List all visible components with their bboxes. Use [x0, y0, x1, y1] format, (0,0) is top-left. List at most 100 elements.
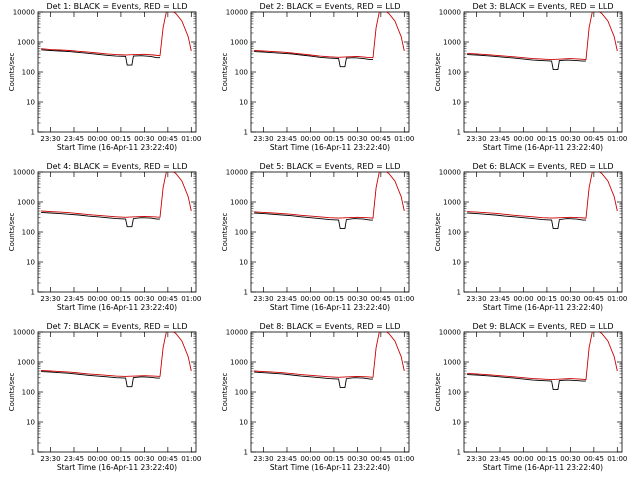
x-tick-label: 23:45: [64, 135, 84, 143]
y-tick-label: 10: [26, 259, 35, 267]
chart-title: Det 8: BLACK = Events, RED = LLD: [260, 322, 401, 331]
y-axis-label: Counts/sec: [8, 373, 16, 412]
x-tick-label: 01:00: [394, 295, 414, 303]
lld-series-line: [254, 172, 405, 219]
y-tick-label: 1000: [230, 199, 248, 207]
y-tick-label: 10000: [13, 169, 35, 177]
x-tick-label: 01:00: [181, 135, 201, 143]
x-tick-label: 23:45: [490, 135, 510, 143]
x-tick-label: 23:45: [490, 295, 510, 303]
y-tick-label: 100: [235, 389, 248, 397]
chart-panel-1: Det 1: BLACK = Events, RED = LLD 1 10 100 10…: [8, 2, 201, 152]
x-tick-label: 23:30: [253, 135, 273, 143]
chart-panel-9: Det 9: BLACK = Events, RED = LLD 1 10 100 10…: [434, 322, 627, 472]
plot-frame: [37, 331, 197, 453]
x-tick-label: 00:45: [158, 135, 178, 143]
x-tick-label: 23:45: [277, 455, 297, 463]
y-tick-label: 10: [26, 419, 35, 427]
x-tick-label: 01:00: [181, 295, 201, 303]
y-tick-label: 100: [448, 389, 461, 397]
x-tick-label: 00:15: [537, 455, 557, 463]
x-axis-label: Start Time (16-Apr-11 23:22:40): [57, 143, 177, 152]
x-tick-label: 23:30: [466, 295, 486, 303]
events-series-line: [254, 51, 373, 68]
x-tick-label: 00:00: [300, 455, 320, 463]
y-axis-label: Counts/sec: [434, 53, 442, 92]
y-tick-label: 1000: [17, 359, 35, 367]
x-tick-label: 00:00: [513, 455, 533, 463]
chart-title: Det 4: BLACK = Events, RED = LLD: [47, 162, 188, 171]
x-tick-label: 23:30: [253, 455, 273, 463]
y-axis-label: Counts/sec: [434, 213, 442, 252]
x-tick-label: 00:00: [87, 135, 107, 143]
chart-panel-8: Det 8: BLACK = Events, RED = LLD 1 10 100 10…: [221, 322, 414, 472]
y-tick-label: 1: [244, 129, 248, 137]
y-tick-label: 1: [457, 129, 461, 137]
plot-frame: [37, 11, 197, 133]
chart-panel-3: Det 3: BLACK = Events, RED = LLD 1 10 100 10…: [434, 2, 627, 152]
events-series-line: [41, 49, 160, 66]
y-tick-label: 10: [452, 419, 461, 427]
x-tick-label: 00:30: [560, 295, 580, 303]
lld-series-line: [41, 332, 192, 377]
y-tick-label: 100: [22, 229, 35, 237]
plot-frame: [250, 331, 410, 453]
chart-title: Det 1: BLACK = Events, RED = LLD: [47, 2, 188, 11]
lld-series-line: [467, 332, 618, 381]
x-tick-label: 01:00: [394, 135, 414, 143]
x-axis-label: Start Time (16-Apr-11 23:22:40): [57, 463, 177, 472]
lld-series-line: [41, 172, 192, 218]
x-tick-label: 00:15: [537, 135, 557, 143]
y-axis-label: Counts/sec: [221, 213, 229, 252]
y-tick-label: 1000: [230, 359, 248, 367]
chart-panel-7: Det 7: BLACK = Events, RED = LLD 1 10 100 10…: [8, 322, 201, 472]
x-tick-label: 00:15: [324, 135, 344, 143]
y-tick-label: 1: [457, 449, 461, 457]
chart-panel-2: Det 2: BLACK = Events, RED = LLD 1 10 100 10…: [221, 2, 414, 152]
y-axis-label: Counts/sec: [8, 213, 16, 252]
y-tick-label: 100: [235, 229, 248, 237]
y-tick-label: 1: [31, 289, 35, 297]
y-tick-label: 10000: [226, 329, 248, 337]
x-tick-label: 00:30: [347, 135, 367, 143]
x-tick-label: 00:00: [87, 455, 107, 463]
chart-panel-6: Det 6: BLACK = Events, RED = LLD 1 10 100 10…: [434, 162, 627, 312]
x-tick-label: 23:45: [64, 295, 84, 303]
x-tick-label: 00:00: [300, 295, 320, 303]
y-tick-label: 100: [448, 229, 461, 237]
x-tick-label: 00:00: [300, 135, 320, 143]
y-axis-label: Counts/sec: [221, 373, 229, 412]
x-tick-label: 00:15: [324, 295, 344, 303]
y-tick-label: 10000: [13, 9, 35, 17]
y-tick-label: 1000: [17, 199, 35, 207]
x-tick-label: 01:00: [607, 295, 627, 303]
x-tick-label: 01:00: [181, 455, 201, 463]
chart-title: Det 5: BLACK = Events, RED = LLD: [260, 162, 401, 171]
y-tick-label: 1000: [443, 359, 461, 367]
events-series-line: [467, 374, 586, 391]
lld-series-line: [467, 172, 618, 219]
y-tick-label: 1: [31, 449, 35, 457]
chart-title: Det 2: BLACK = Events, RED = LLD: [260, 2, 401, 11]
y-tick-label: 10: [452, 259, 461, 267]
y-tick-label: 10: [239, 99, 248, 107]
y-tick-label: 10000: [439, 169, 461, 177]
plot-frame: [250, 11, 410, 133]
x-tick-label: 23:45: [277, 135, 297, 143]
x-axis-label: Start Time (16-Apr-11 23:22:40): [270, 143, 390, 152]
x-tick-label: 23:30: [466, 455, 486, 463]
x-tick-label: 00:45: [158, 455, 178, 463]
x-axis-label: Start Time (16-Apr-11 23:22:40): [483, 463, 603, 472]
y-tick-label: 1: [244, 449, 248, 457]
plot-frame: [463, 11, 623, 133]
y-tick-label: 10000: [13, 329, 35, 337]
x-tick-label: 00:15: [324, 455, 344, 463]
x-tick-label: 23:30: [40, 135, 60, 143]
y-tick-label: 1000: [230, 39, 248, 47]
y-tick-label: 10: [452, 99, 461, 107]
x-axis-label: Start Time (16-Apr-11 23:22:40): [483, 303, 603, 312]
events-series-line: [41, 211, 160, 228]
x-tick-label: 01:00: [607, 455, 627, 463]
x-axis-label: Start Time (16-Apr-11 23:22:40): [483, 143, 603, 152]
x-tick-label: 23:45: [277, 295, 297, 303]
